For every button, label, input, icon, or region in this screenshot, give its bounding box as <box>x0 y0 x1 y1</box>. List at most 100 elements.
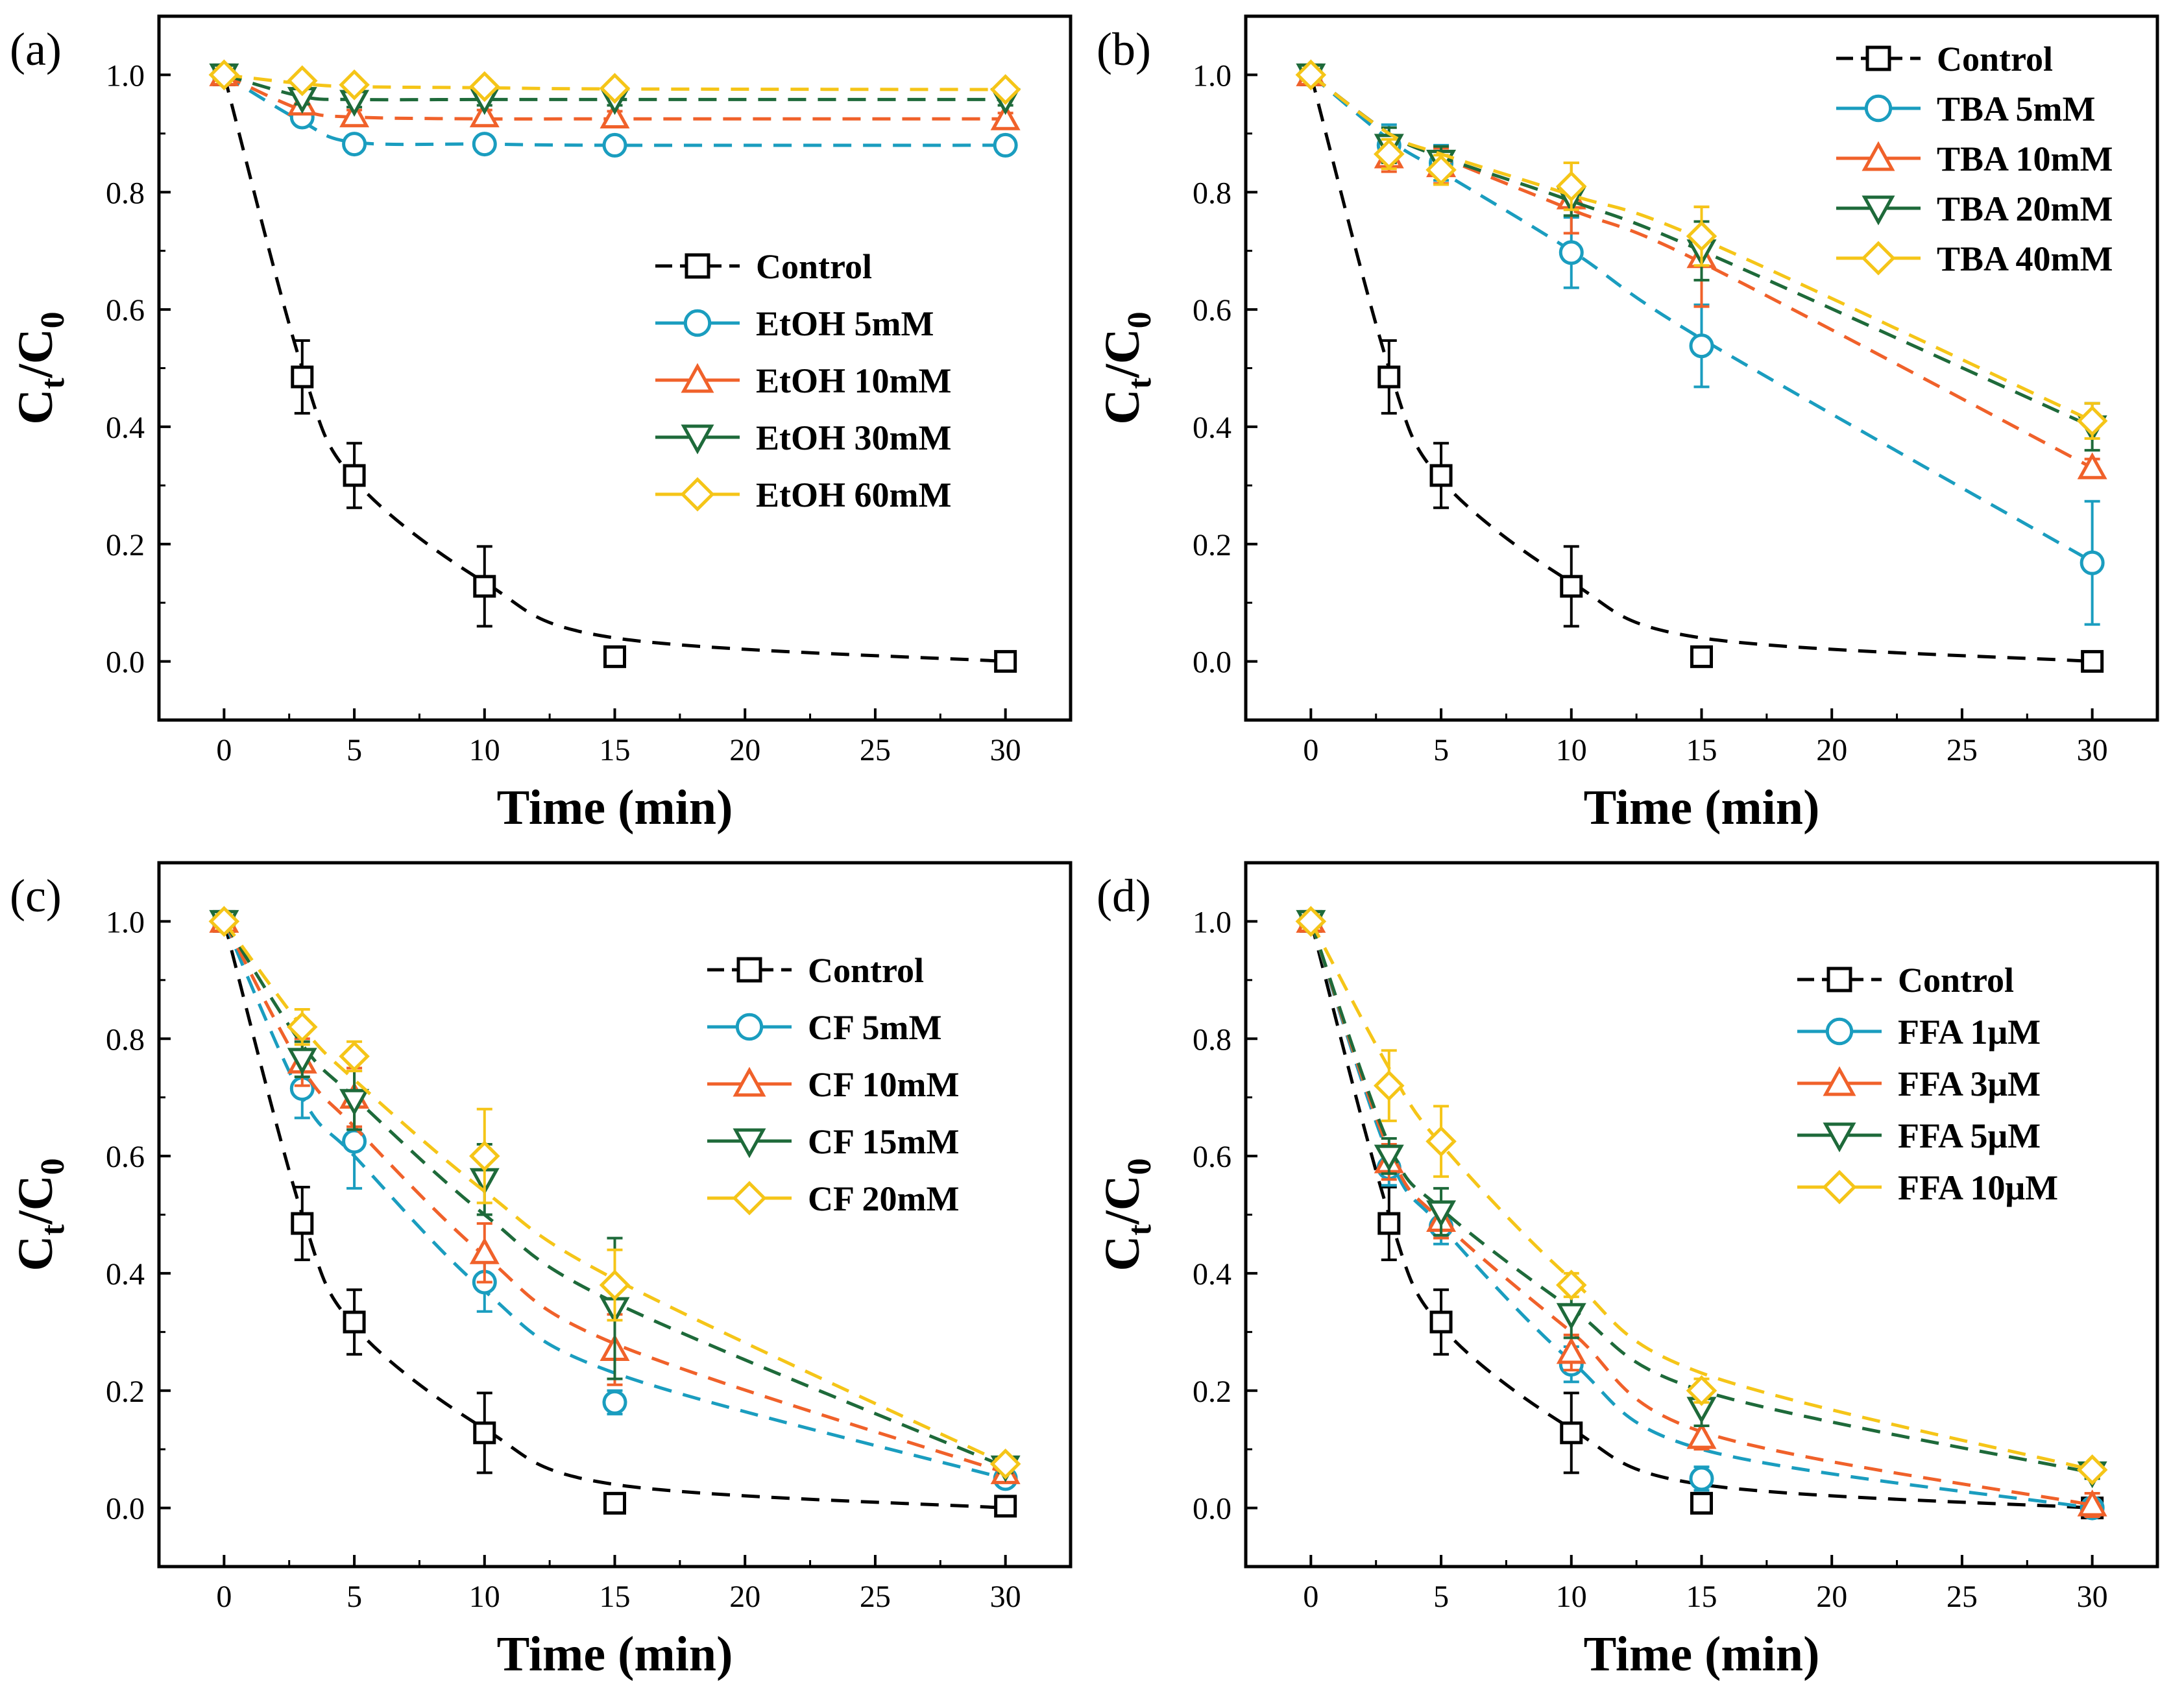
y-tick-label: 0.2 <box>106 528 145 562</box>
x-tick-label: 25 <box>860 733 891 767</box>
legend-marker <box>681 363 714 393</box>
panel-label: (c) <box>10 870 62 922</box>
data-point <box>1689 333 1714 359</box>
data-point <box>602 1389 627 1415</box>
series-0 <box>212 909 1017 1518</box>
data-point <box>600 101 630 129</box>
legend-marker <box>680 477 715 512</box>
legend-marker <box>733 1128 766 1159</box>
data-point <box>1429 464 1453 487</box>
y-tick-label: 0.4 <box>106 1257 145 1292</box>
legend-label: CF 10mM <box>808 1065 959 1104</box>
legend-marker <box>1861 241 1896 276</box>
legend-label: EtOH 5mM <box>756 304 934 343</box>
x-tick-label: 30 <box>2077 1580 2108 1614</box>
series-0 <box>1299 63 2104 673</box>
x-tick-label: 25 <box>1947 1580 1978 1614</box>
fit-curve <box>222 74 1006 664</box>
data-point <box>1559 240 1584 265</box>
legend-marker <box>1826 967 1852 992</box>
panel-c: 0 5 10 15 20 25 30 0.0 0.2 0.4 0.6 0.8 1.0 Time (min)… <box>8 861 1073 1681</box>
legend: Control EtOH 5mM EtOH 10mM EtOH 30mM EtOH 60… <box>655 247 951 514</box>
x-tick-label: 10 <box>469 1580 500 1614</box>
x-axis-label: Time (min) <box>497 1627 733 1681</box>
data-point <box>994 1495 1017 1518</box>
series-4 <box>208 59 1021 105</box>
legend-label: TBA 20mM <box>1937 189 2113 228</box>
y-tick-label: 0.6 <box>106 1140 145 1174</box>
data-point <box>287 1011 318 1042</box>
x-axis-label: Time (min) <box>1584 1627 1820 1681</box>
legend-marker <box>681 424 714 455</box>
panel-d: 0 5 10 15 20 25 30 0.0 0.2 0.4 0.6 0.8 1.0 Time (min)… <box>1095 861 2159 1681</box>
legend-label: Control <box>756 247 872 286</box>
x-tick-label: 15 <box>600 1580 631 1614</box>
x-tick-label: 10 <box>1556 1580 1587 1614</box>
legend-marker <box>1822 1170 1857 1205</box>
data-point <box>291 365 314 389</box>
data-point <box>1377 1212 1401 1235</box>
data-point <box>469 71 500 102</box>
data-point <box>989 74 1021 105</box>
data-point <box>1295 59 1327 91</box>
x-tick-label: 15 <box>1686 1580 1717 1614</box>
x-tick-label: 0 <box>216 1580 232 1614</box>
x-axis-label: Time (min) <box>1584 780 1820 835</box>
legend-marker <box>732 1181 767 1216</box>
data-point <box>1690 1491 1713 1515</box>
y-tick-label: 0.4 <box>1193 1257 1231 1292</box>
y-axis-label: Ct/C0 <box>8 1158 71 1271</box>
data-point <box>1425 1125 1457 1157</box>
x-tick-label: 0 <box>216 733 232 767</box>
series-4 <box>1295 906 2108 1485</box>
fit-curve <box>223 73 1006 102</box>
y-tick-label: 1.0 <box>1193 905 1231 939</box>
y-tick-label: 0.6 <box>106 293 145 328</box>
x-tick-label: 5 <box>1433 733 1449 767</box>
x-tick-label: 15 <box>1686 733 1717 767</box>
data-point <box>599 1269 631 1301</box>
x-tick-label: 25 <box>860 1580 891 1614</box>
y-tick-label: 1.0 <box>106 905 145 939</box>
data-point <box>1429 1310 1453 1334</box>
legend-label: CF 20mM <box>808 1179 959 1218</box>
y-tick-label: 0.4 <box>1193 411 1231 445</box>
legend-label: EtOH 10mM <box>756 361 951 400</box>
x-tick-label: 10 <box>469 733 500 767</box>
data-point <box>1686 221 1717 252</box>
x-tick-label: 20 <box>729 1580 760 1614</box>
series-4 <box>1295 59 2108 440</box>
legend-label: FFA 5μM <box>1898 1116 2041 1155</box>
y-tick-label: 0.4 <box>106 411 145 445</box>
fit-curve <box>1309 74 2092 664</box>
y-tick-label: 0.0 <box>1193 1492 1231 1526</box>
data-point <box>473 1421 496 1445</box>
x-tick-label: 5 <box>1433 1580 1449 1614</box>
legend: Control TBA 5mM TBA 10mM TBA 20mM TBA 40mM <box>1836 40 2113 278</box>
panel-label: (d) <box>1097 870 1151 922</box>
legend-label: CF 15mM <box>808 1122 959 1161</box>
legend-label: EtOH 60mM <box>756 475 951 514</box>
data-point <box>1426 1200 1457 1227</box>
data-point <box>1556 1303 1586 1330</box>
data-point <box>2077 1489 2107 1517</box>
legend-marker <box>685 253 710 279</box>
legend-label: Control <box>1898 961 2014 1000</box>
y-tick-label: 0.8 <box>106 176 145 210</box>
legend-marker <box>733 1066 766 1097</box>
y-tick-label: 1.0 <box>106 58 145 93</box>
legend-marker <box>1823 1066 1856 1096</box>
data-point <box>1686 1422 1717 1449</box>
panel-label: (a) <box>10 23 62 75</box>
legend-label: FFA 3μM <box>1898 1064 2041 1103</box>
fit-curve <box>1309 920 2093 1510</box>
y-tick-label: 0.8 <box>1193 176 1231 210</box>
data-point <box>2076 1454 2108 1485</box>
data-point <box>469 1237 500 1264</box>
data-point <box>343 464 366 487</box>
y-tick-label: 0.0 <box>106 1492 145 1526</box>
y-axis-label: Ct/C0 <box>1095 1158 1158 1271</box>
legend-marker <box>1823 1122 1856 1153</box>
data-point <box>472 132 497 157</box>
